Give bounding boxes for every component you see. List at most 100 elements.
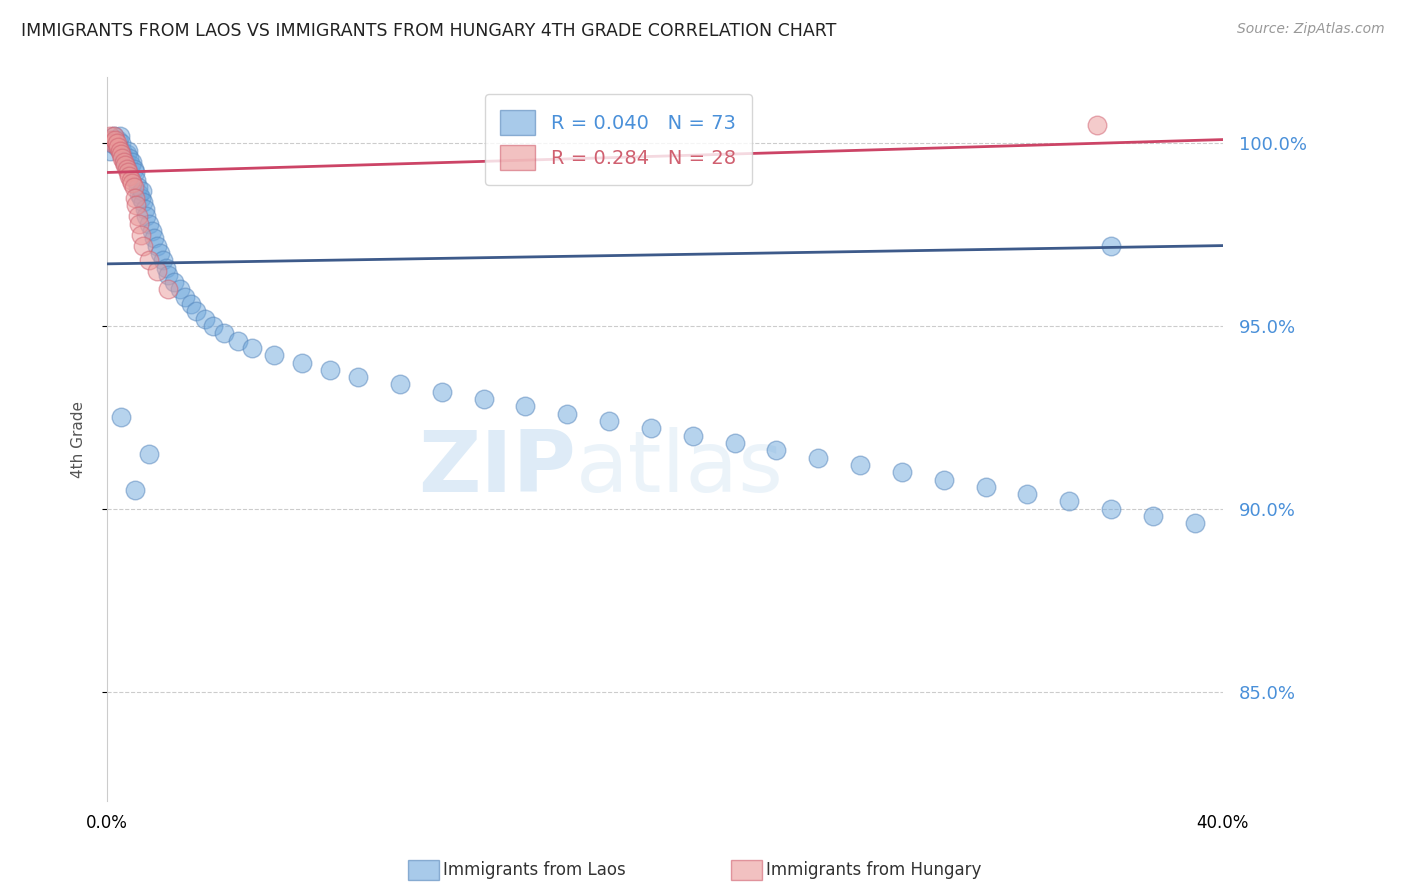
Y-axis label: 4th Grade: 4th Grade xyxy=(72,401,86,478)
Point xyxy=(124,483,146,498)
Point xyxy=(107,132,129,146)
Point xyxy=(105,140,128,154)
Point xyxy=(202,318,225,333)
Legend: R = 0.040   N = 73, R = 0.284   N = 28: R = 0.040 N = 73, R = 0.284 N = 28 xyxy=(485,95,752,186)
Point xyxy=(125,198,148,212)
Point xyxy=(112,151,135,165)
Point xyxy=(598,414,620,428)
Point xyxy=(132,194,155,209)
Point xyxy=(105,136,128,151)
Point xyxy=(174,290,197,304)
Point xyxy=(138,217,160,231)
Point xyxy=(129,227,152,242)
Point xyxy=(388,377,411,392)
Point xyxy=(555,407,578,421)
Point xyxy=(155,260,177,275)
Point xyxy=(120,173,142,187)
Point xyxy=(114,154,136,169)
Point xyxy=(132,238,155,252)
Point xyxy=(194,311,217,326)
Point xyxy=(104,132,127,146)
Point xyxy=(723,436,745,450)
Point xyxy=(122,180,145,194)
Point xyxy=(1059,494,1081,508)
Point xyxy=(152,253,174,268)
Point xyxy=(146,238,169,252)
Point xyxy=(263,348,285,362)
Point xyxy=(125,173,148,187)
Point xyxy=(121,177,143,191)
Point xyxy=(138,253,160,268)
Point xyxy=(291,355,314,369)
Point xyxy=(157,268,180,282)
Point xyxy=(1099,501,1122,516)
Point xyxy=(974,480,997,494)
Point xyxy=(122,161,145,176)
Point xyxy=(124,165,146,179)
Point xyxy=(128,187,150,202)
Point xyxy=(98,144,121,158)
Point xyxy=(115,161,138,176)
Point xyxy=(226,334,249,348)
Point xyxy=(515,400,537,414)
Point xyxy=(103,128,125,143)
Point xyxy=(100,136,122,151)
Point xyxy=(108,144,131,158)
Point xyxy=(141,224,163,238)
Point xyxy=(212,326,235,341)
Point xyxy=(120,158,142,172)
Point xyxy=(107,140,129,154)
Point xyxy=(163,275,186,289)
Point xyxy=(117,165,139,179)
Point xyxy=(932,473,955,487)
Point xyxy=(347,370,370,384)
Point xyxy=(129,191,152,205)
Point xyxy=(430,384,453,399)
Point xyxy=(169,282,191,296)
Point xyxy=(124,191,146,205)
Point xyxy=(143,231,166,245)
Point xyxy=(98,128,121,143)
Point xyxy=(127,210,149,224)
Point xyxy=(100,132,122,146)
Point xyxy=(765,443,787,458)
Point xyxy=(127,180,149,194)
Point xyxy=(135,210,157,224)
Point xyxy=(114,158,136,172)
Point xyxy=(149,246,172,260)
Point xyxy=(111,144,134,158)
Text: Immigrants from Hungary: Immigrants from Hungary xyxy=(766,861,981,879)
Point xyxy=(101,136,124,151)
Point xyxy=(472,392,495,406)
Point xyxy=(640,421,662,435)
Text: ZIP: ZIP xyxy=(418,426,575,509)
Point xyxy=(111,151,134,165)
Point xyxy=(138,447,160,461)
Point xyxy=(1142,509,1164,524)
Text: atlas: atlas xyxy=(575,426,783,509)
Point xyxy=(108,128,131,143)
Point xyxy=(1085,118,1108,132)
Point xyxy=(682,428,704,442)
Point xyxy=(110,410,132,425)
Point xyxy=(112,154,135,169)
Text: Immigrants from Laos: Immigrants from Laos xyxy=(443,861,626,879)
Point xyxy=(103,128,125,143)
Point xyxy=(890,465,912,479)
Point xyxy=(121,154,143,169)
Point xyxy=(157,282,180,296)
Point xyxy=(180,297,202,311)
Point xyxy=(104,136,127,151)
Point xyxy=(118,169,141,183)
Point xyxy=(117,144,139,158)
Point xyxy=(240,341,263,355)
Point xyxy=(101,132,124,146)
Point xyxy=(134,202,156,216)
Point xyxy=(118,151,141,165)
Point xyxy=(319,363,342,377)
Point xyxy=(131,184,153,198)
Point xyxy=(115,147,138,161)
Point xyxy=(1099,238,1122,252)
Point xyxy=(146,264,169,278)
Text: IMMIGRANTS FROM LAOS VS IMMIGRANTS FROM HUNGARY 4TH GRADE CORRELATION CHART: IMMIGRANTS FROM LAOS VS IMMIGRANTS FROM … xyxy=(21,22,837,40)
